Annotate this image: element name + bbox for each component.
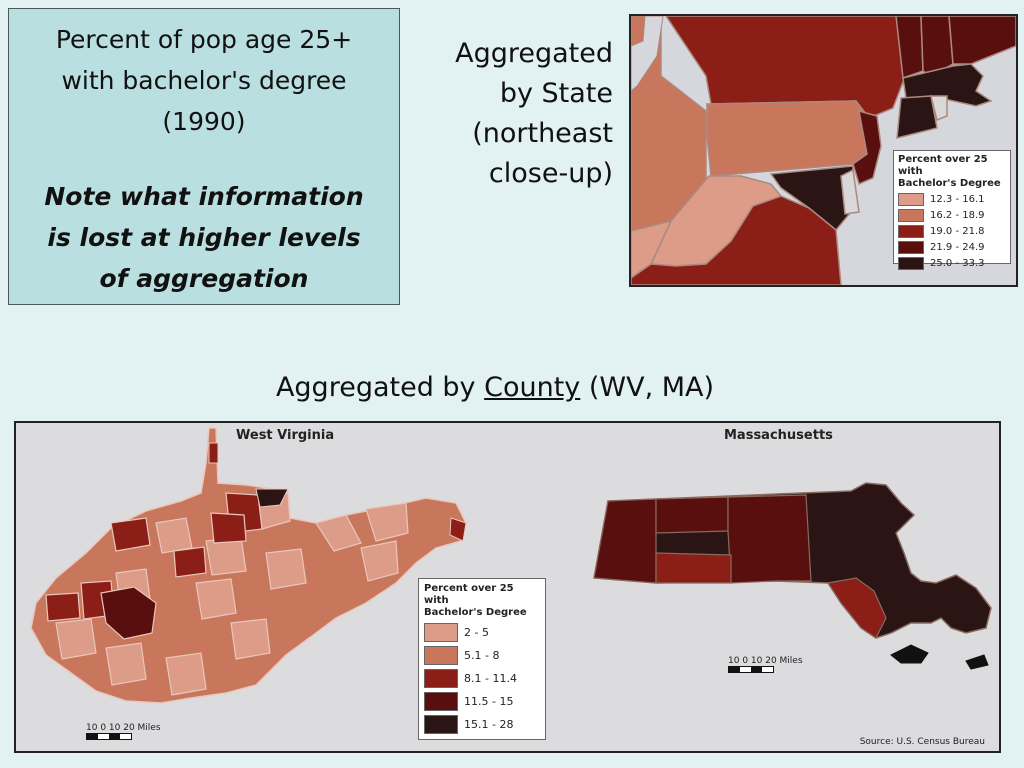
wv-county-darkest [255, 488, 289, 508]
county-map-shapes [30, 427, 992, 704]
state-delaware [840, 168, 860, 215]
state-legend-title-1: Percent over 25 with [898, 154, 988, 177]
county-caption: Aggregated by County (WV, MA) [0, 372, 990, 403]
county-legend-swatch [424, 646, 458, 665]
state-legend-swatch [898, 193, 924, 206]
wv-scale-label: 10 0 10 20 Miles [86, 723, 161, 733]
note-line-2: is lost at higher levels [47, 223, 361, 252]
state-caption-line-3: (northeast [472, 118, 613, 149]
county-legend-item: 5.1 - 8 [424, 646, 540, 665]
source-label: Source: U.S. Census Bureau [859, 737, 985, 747]
wv-county-red [173, 546, 207, 578]
county-legend-label: 8.1 - 11.4 [464, 672, 517, 685]
note-line-3: of aggregation [99, 264, 309, 293]
county-legend-title-2: Bachelor's Degree [424, 607, 527, 618]
county-legend-swatch [424, 692, 458, 711]
state-rhode-island [930, 95, 948, 122]
wv-county-light [265, 548, 307, 590]
title-line-2: with bachelor's degree [61, 66, 347, 95]
state-caption-line-2: by State [499, 78, 613, 109]
ma-scale: 10 0 10 20 Miles [728, 656, 803, 673]
wv-county-red [208, 442, 219, 464]
wv-county-light [55, 618, 97, 660]
wv-county-light [165, 652, 207, 696]
wv-county-light [230, 618, 271, 660]
ma-county-west [593, 498, 657, 584]
county-legend-item: 2 - 5 [424, 623, 540, 642]
wv-scale-bar [86, 733, 132, 740]
county-legend-item: 8.1 - 11.4 [424, 669, 540, 688]
title-box: Percent of pop age 25+ with bachelor's d… [8, 8, 400, 305]
wv-county-light [360, 540, 399, 582]
state-legend-swatch [898, 225, 924, 238]
ma-county-bristol [827, 577, 887, 639]
county-legend-label: 15.1 - 28 [464, 718, 514, 731]
wv-county-light [365, 502, 409, 542]
county-legend: Percent over 25 with Bachelor's Degree 2… [418, 578, 546, 740]
county-legend-label: 11.5 - 15 [464, 695, 514, 708]
wv-county-light [105, 642, 147, 686]
state-legend-label: 19.0 - 21.8 [930, 226, 985, 237]
state-new-jersey [852, 109, 882, 186]
state-legend-item: 16.2 - 18.9 [898, 209, 1006, 222]
county-legend-swatch [424, 623, 458, 642]
wv-county-light [315, 514, 362, 552]
state-pennsylvania [706, 100, 870, 177]
state-legend-item: 21.9 - 24.9 [898, 241, 1006, 254]
state-legend-swatch [898, 241, 924, 254]
county-legend-title-1: Percent over 25 with [424, 583, 514, 606]
state-caption: Aggregated by State (northeast close-up) [428, 34, 613, 194]
wv-title: West Virginia [236, 428, 335, 443]
state-legend-swatch [898, 257, 924, 270]
wv-county-red [110, 517, 151, 552]
state-legend-swatch [898, 209, 924, 222]
state-legend-label: 25.0 - 33.3 [930, 258, 985, 269]
state-legend-label: 16.2 - 18.9 [930, 210, 985, 221]
state-legend-label: 12.3 - 16.1 [930, 194, 985, 205]
county-legend-item: 15.1 - 28 [424, 715, 540, 734]
state-legend-label: 21.9 - 24.9 [930, 242, 985, 253]
state-legend-item: 25.0 - 33.3 [898, 257, 1006, 270]
state-map: Percent over 25 with Bachelor's Degree 1… [629, 14, 1018, 287]
county-map: West Virginia Massachusetts [14, 421, 1001, 753]
title-line-1: Percent of pop age 25+ [55, 25, 353, 54]
wv-county-dark [100, 586, 157, 640]
ma-county-franklin [655, 496, 729, 534]
state-legend: Percent over 25 with Bachelor's Degree 1… [893, 150, 1011, 270]
state-legend-item: 12.3 - 16.1 [898, 193, 1006, 206]
ma-title: Massachusetts [724, 428, 833, 443]
ma-marthas-vineyard [890, 644, 929, 664]
state-caption-line-1: Aggregated [455, 38, 613, 69]
state-map-shapes [631, 16, 1016, 285]
wv-county-red [210, 512, 247, 544]
ma-scale-bar [728, 666, 774, 673]
wv-county-red [45, 592, 81, 622]
state-maine [948, 16, 1016, 65]
state-legend-title-2: Bachelor's Degree [898, 178, 1001, 189]
county-caption-suffix: (WV, MA) [580, 372, 715, 403]
wv-county-light [195, 578, 237, 620]
note-line-1: Note what information [44, 182, 364, 211]
state-michigan [631, 16, 646, 47]
state-legend-item: 19.0 - 21.8 [898, 225, 1006, 238]
county-legend-label: 2 - 5 [464, 626, 489, 639]
county-legend-label: 5.1 - 8 [464, 649, 500, 662]
wv-outline [30, 427, 467, 704]
ma-county-hampden [655, 552, 732, 584]
state-virginia [631, 195, 842, 285]
wv-county-red [449, 517, 467, 542]
county-legend-swatch [424, 669, 458, 688]
county-legend-item: 11.5 - 15 [424, 692, 540, 711]
state-connecticut [896, 95, 938, 139]
wv-scale: 10 0 10 20 Miles [86, 723, 161, 740]
ma-nantucket [965, 654, 989, 670]
ma-scale-label: 10 0 10 20 Miles [728, 656, 803, 666]
wv-county-light [155, 517, 193, 554]
county-caption-underlined: County [484, 372, 581, 403]
state-caption-line-4: close-up) [488, 158, 613, 189]
county-legend-swatch [424, 715, 458, 734]
county-caption-prefix: Aggregated by [275, 372, 485, 403]
ma-county-worcester [727, 494, 812, 584]
title-line-3: (1990) [162, 107, 246, 136]
